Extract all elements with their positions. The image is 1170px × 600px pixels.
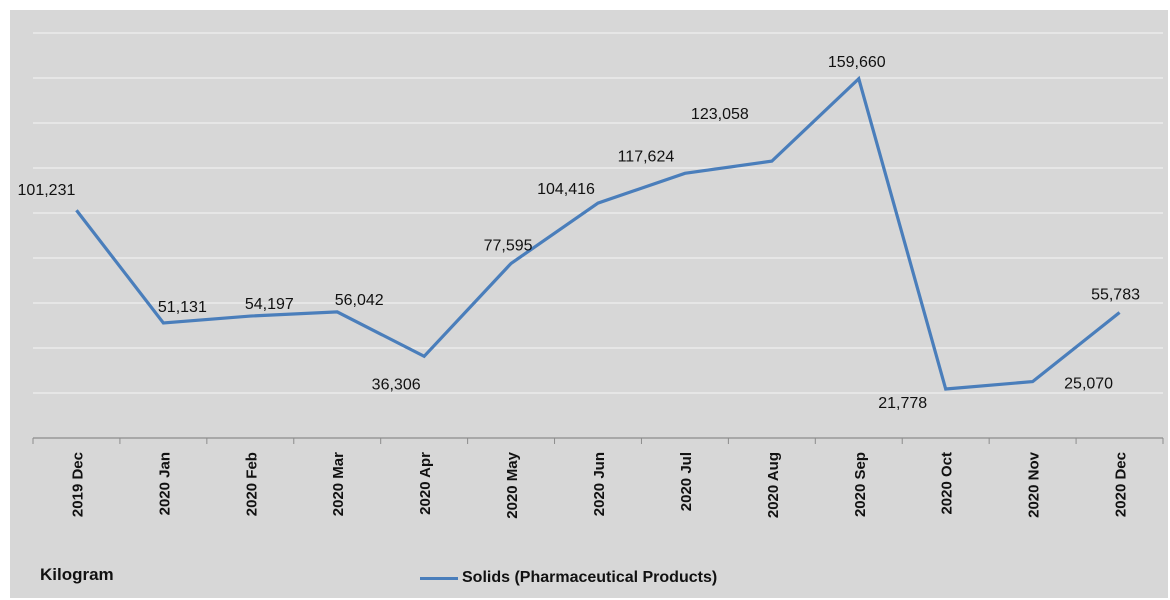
x-tick-label: 2020 May [504, 451, 521, 518]
x-tick-label: 2020 Mar [330, 452, 347, 516]
x-tick-label: 2020 Apr [417, 452, 434, 515]
data-label: 56,042 [335, 292, 384, 309]
series-line [75, 75, 1121, 391]
data-label: 117,624 [618, 148, 675, 165]
x-tick-label: 2020 Sep [852, 452, 869, 517]
data-label: 123,058 [691, 106, 749, 123]
chart-area [10, 10, 1168, 598]
legend-label: Solids (Pharmaceutical Products) [462, 569, 718, 586]
x-tick-label: 2020 Feb [243, 452, 260, 516]
x-tick-label: 2020 Jul [678, 452, 695, 511]
x-tick-label: 2019 Dec [69, 452, 86, 517]
x-tick-label: 2020 Dec [1113, 452, 1130, 517]
data-label: 55,783 [1091, 286, 1140, 303]
x-tick-label: 2020 Oct [939, 452, 956, 515]
data-label: 25,070 [1064, 376, 1113, 393]
x-tick-label: 2020 Aug [765, 452, 782, 518]
unit-label: Kilogram [40, 565, 114, 584]
data-label: 21,778 [878, 395, 927, 412]
data-label: 51,131 [158, 299, 207, 316]
data-label: 54,197 [245, 296, 294, 313]
legend-swatch [420, 576, 458, 580]
data-label: 104,416 [537, 181, 595, 198]
data-label: 101,231 [18, 182, 76, 199]
x-tick-label: 2020 Jun [591, 452, 608, 516]
data-label: 77,595 [484, 237, 533, 254]
legend: Solids (Pharmaceutical Products) [420, 569, 717, 587]
x-tick-label: 2020 Nov [1026, 451, 1043, 518]
x-tick-label: 2020 Jan [156, 452, 173, 515]
data-label: 36,306 [372, 376, 421, 393]
data-label: 159,660 [828, 54, 886, 71]
